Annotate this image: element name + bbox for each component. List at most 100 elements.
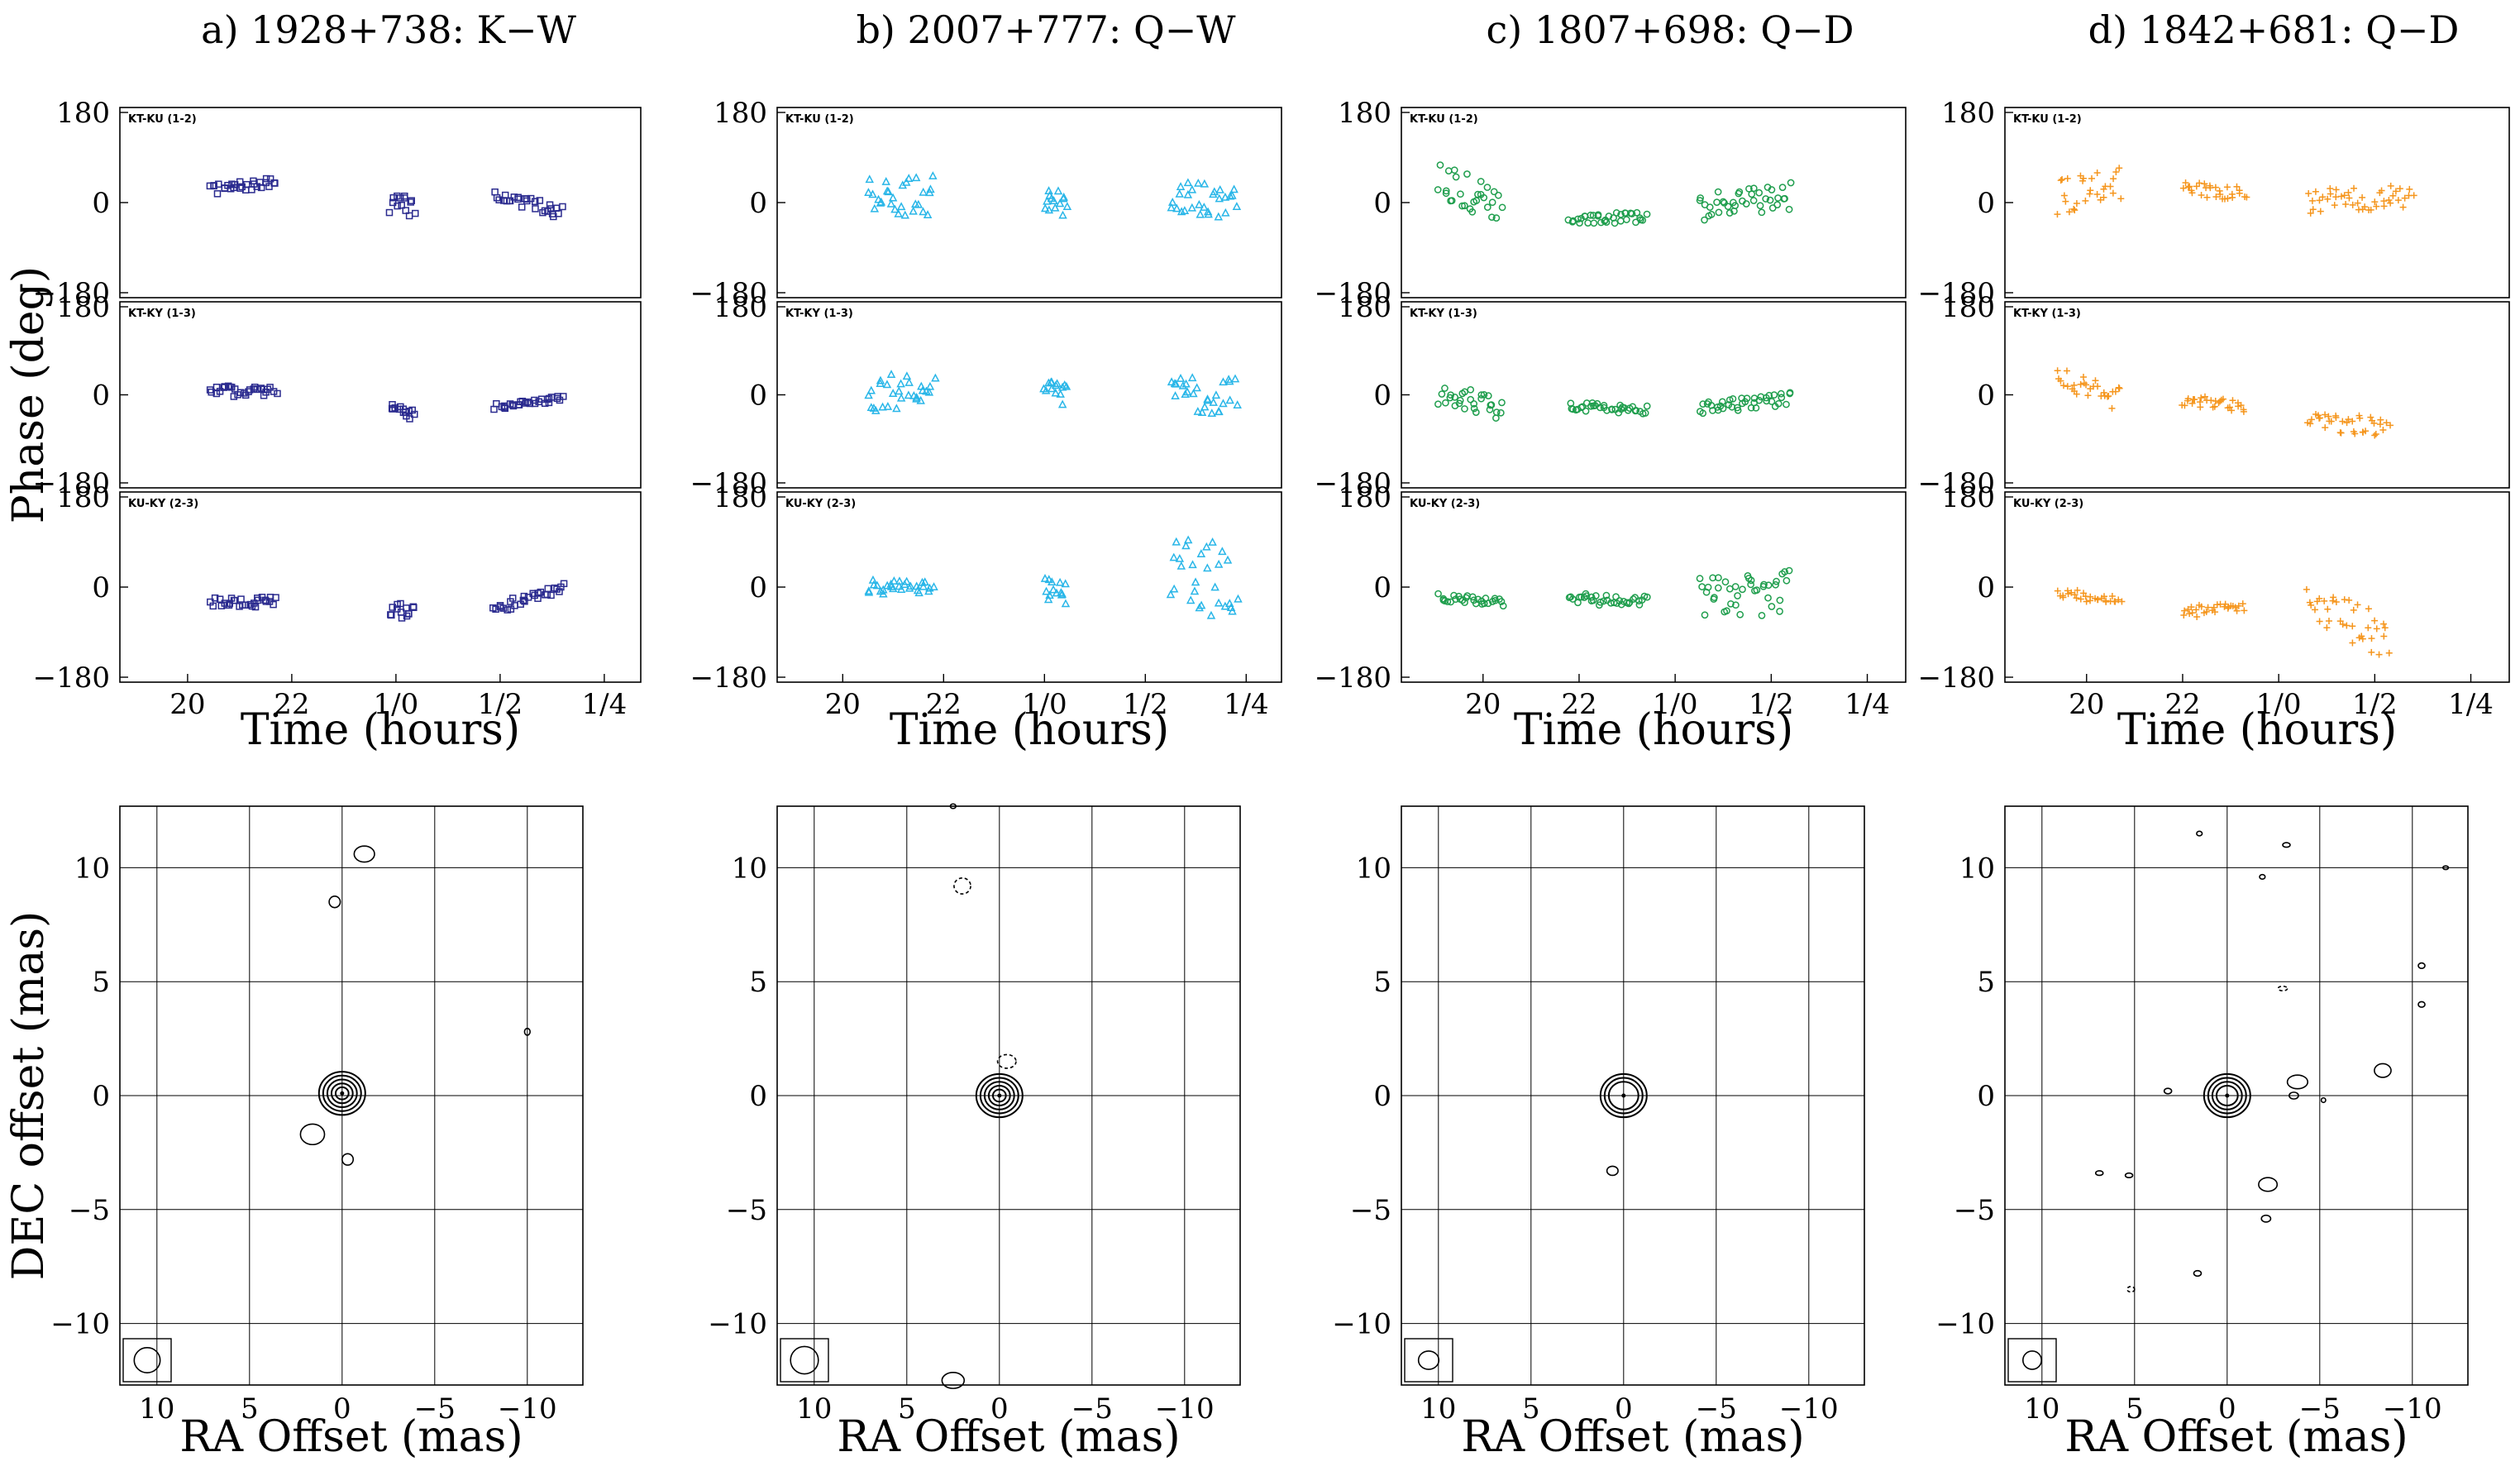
- data-point: [1714, 584, 1722, 592]
- data-point: [1770, 391, 1778, 399]
- data-point: [206, 386, 214, 394]
- data-point: [2240, 406, 2247, 413]
- data-point: [2351, 430, 2359, 437]
- data-point: [1590, 219, 1598, 227]
- data-point: [1766, 196, 1774, 204]
- data-point: [1576, 219, 1583, 227]
- x-tick-label: 5: [2126, 1392, 2144, 1426]
- phase-y-axis-label: Phase (deg): [4, 266, 54, 523]
- y-tick-label: 0: [749, 187, 767, 220]
- data-point: [402, 207, 410, 214]
- data-point: [1048, 577, 1057, 586]
- data-point: [909, 206, 918, 215]
- data-point: [2059, 175, 2066, 183]
- phase-strip-3: KU-KY (2-3) 180 0 −180: [1918, 481, 2510, 695]
- data-point: [1044, 575, 1053, 584]
- data-point: [1214, 212, 1224, 221]
- data-point: [2088, 174, 2095, 182]
- x-tick-label: 0: [990, 1392, 1009, 1426]
- data-point: [1196, 549, 1206, 558]
- data-point: [1448, 197, 1456, 204]
- data-point: [1777, 389, 1785, 398]
- data-point: [868, 189, 877, 198]
- data-point: [1175, 553, 1185, 562]
- data-point: [1176, 374, 1186, 382]
- data-point: [1191, 577, 1200, 586]
- data-point: [1042, 586, 1051, 595]
- core-contour: [334, 1086, 350, 1101]
- data-point: [1739, 585, 1746, 594]
- core-contour: [2215, 1084, 2239, 1107]
- data-point: [531, 396, 538, 404]
- phase-strip-1: KT-KU (1-2) 180 0 −180: [690, 97, 1282, 310]
- data-point: [2359, 193, 2366, 201]
- data-point: [2385, 649, 2393, 657]
- data-point: [1742, 200, 1750, 208]
- data-point: [1436, 161, 1444, 169]
- data-point: [2229, 397, 2236, 404]
- data-point: [1178, 380, 1188, 389]
- y-tick-label: −5: [1350, 1194, 1391, 1227]
- beam-ellipse: [790, 1345, 819, 1375]
- data-point: [1057, 589, 1067, 598]
- y-tick-label: −180: [1918, 467, 1995, 500]
- data-point: [923, 210, 933, 219]
- data-point: [866, 385, 876, 394]
- data-point: [1734, 592, 1741, 599]
- data-point: [2201, 180, 2208, 188]
- baseline-label: KT-KY (1-3): [785, 308, 853, 320]
- data-point: [2107, 183, 2114, 190]
- data-point: [2206, 182, 2213, 189]
- data-point: [1207, 408, 1217, 418]
- data-point: [1061, 579, 1070, 588]
- data-point: [491, 188, 499, 196]
- data-point: [2068, 589, 2075, 596]
- data-point: [1048, 585, 1058, 594]
- data-point: [266, 175, 274, 183]
- component-contour: [953, 877, 971, 895]
- data-point: [2223, 184, 2231, 191]
- data-point: [2239, 600, 2246, 608]
- data-point: [2077, 595, 2084, 603]
- data-point: [2191, 396, 2198, 404]
- data-point: [1731, 202, 1740, 209]
- data-point: [2193, 614, 2201, 621]
- data-point: [1719, 404, 1727, 413]
- data-point: [2115, 384, 2122, 391]
- data-point: [1765, 391, 1773, 399]
- x-tick-label: 22: [1561, 688, 1596, 721]
- data-point: [1774, 399, 1783, 408]
- data-point: [1617, 211, 1625, 218]
- y-tick-label: 0: [1977, 380, 1995, 413]
- data-point: [2074, 586, 2081, 594]
- data-point: [560, 393, 567, 400]
- data-point: [1040, 574, 1050, 582]
- data-point: [272, 594, 279, 601]
- phase-frame: [2004, 491, 2510, 683]
- data-point: [902, 576, 911, 585]
- data-point: [1567, 593, 1575, 601]
- data-point: [2054, 587, 2061, 595]
- baseline-label: KU-KY (2-3): [785, 498, 856, 510]
- data-point: [2387, 199, 2394, 207]
- data-point: [1488, 213, 1496, 222]
- data-point: [1498, 203, 1506, 212]
- data-point: [890, 204, 900, 213]
- data-point: [1696, 575, 1704, 583]
- data-point: [918, 385, 928, 394]
- x-tick-label: 10: [2024, 1392, 2059, 1426]
- component-contour: [299, 1123, 326, 1146]
- phase-x-axis-label: Time (hours): [2117, 705, 2397, 755]
- data-point: [556, 588, 563, 595]
- series-markers: [864, 535, 1243, 619]
- data-point: [916, 395, 925, 404]
- core-peak: [1621, 1093, 1626, 1098]
- data-point: [1051, 388, 1061, 397]
- data-point: [2308, 601, 2315, 609]
- data-point: [882, 380, 892, 389]
- data-point: [888, 193, 898, 202]
- core-contour: [326, 1078, 358, 1109]
- data-point: [1196, 600, 1206, 609]
- data-point: [1477, 391, 1486, 399]
- data-point: [2059, 592, 2067, 599]
